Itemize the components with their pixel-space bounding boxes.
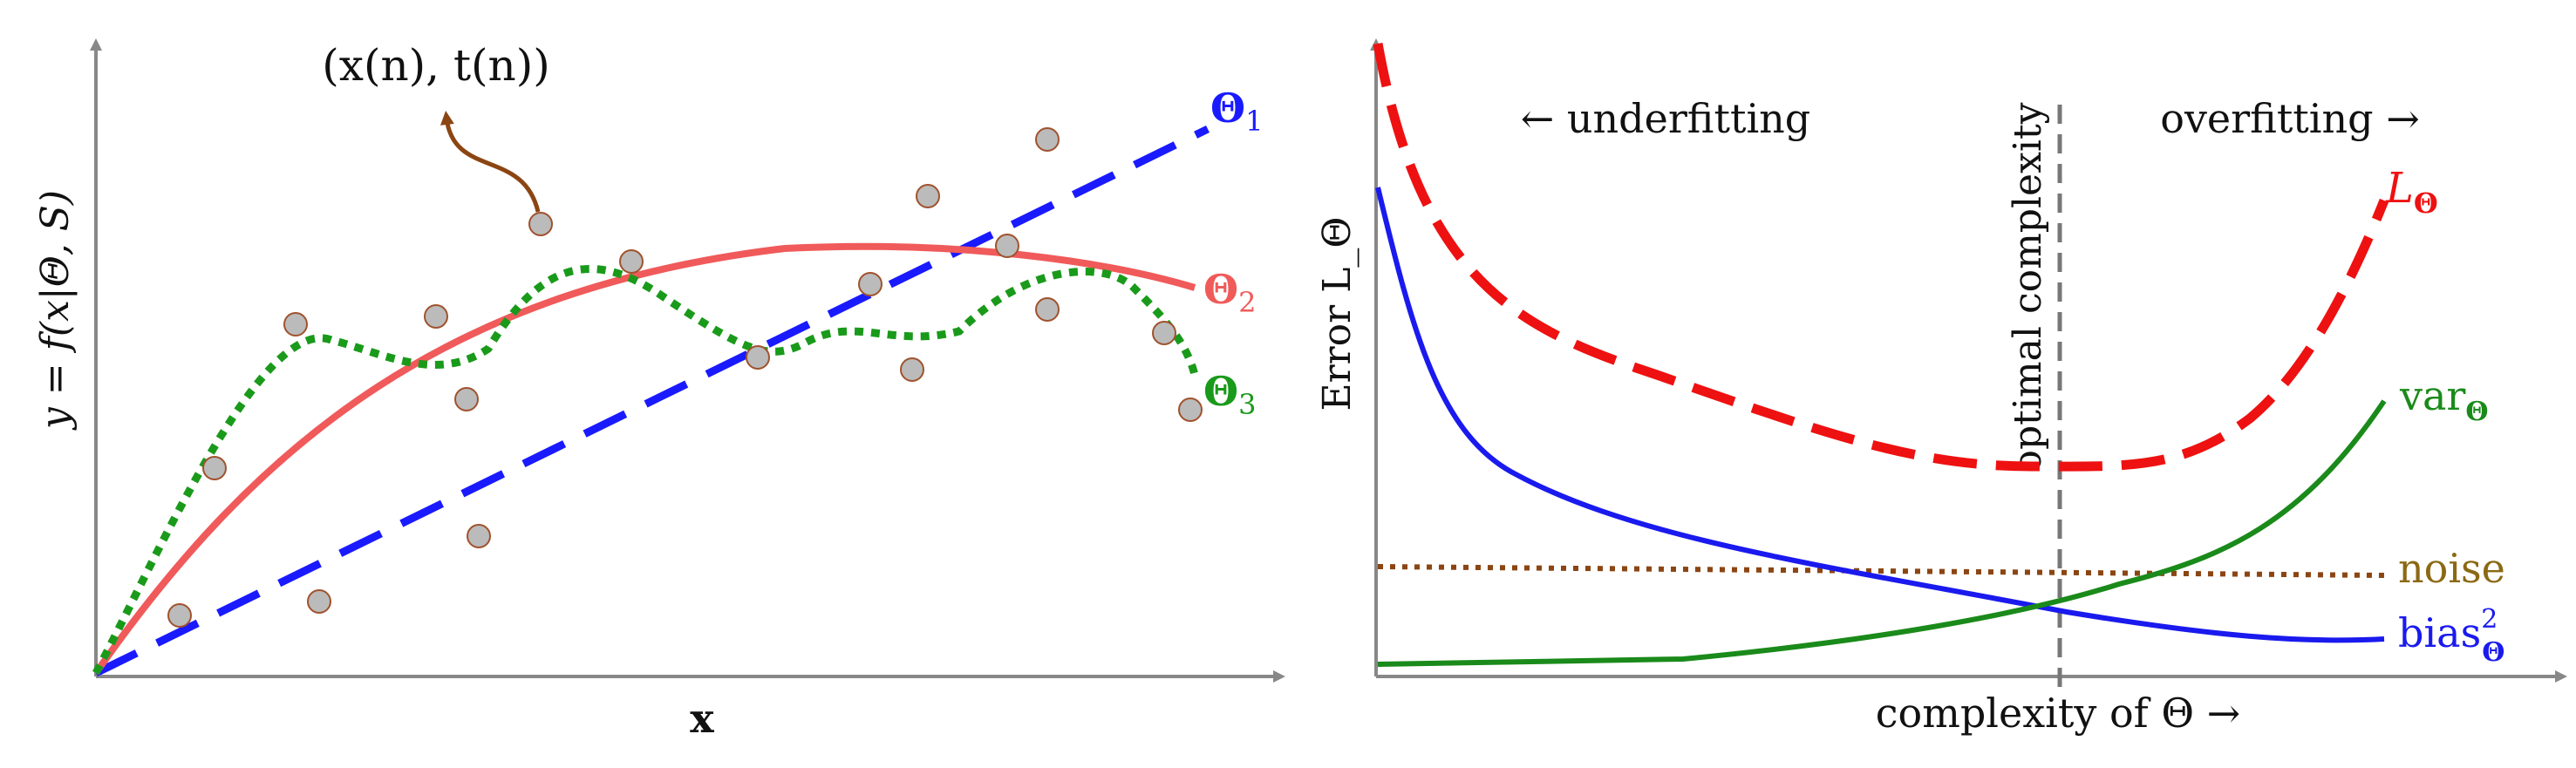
bias-curve xyxy=(1375,187,2385,643)
datapoint-annotation-label: (x(n), t(n)) xyxy=(322,40,550,91)
data-point xyxy=(1035,297,1060,322)
data-point xyxy=(746,345,770,370)
data-point xyxy=(202,456,227,480)
model-theta2-curve xyxy=(92,242,1196,676)
optimal-complexity-label: optimal complexity xyxy=(2006,102,2050,472)
model-label-theta1: Θ1 xyxy=(1210,85,1263,138)
datapoint-annotation-arrow xyxy=(440,111,541,213)
loss-curve xyxy=(1373,43,2389,472)
model-theta3-curve xyxy=(92,265,1199,676)
bias-variance-panel: Error L_Θ complexity of Θ → optimal comp… xyxy=(1308,0,2576,768)
model-theta1-line xyxy=(94,125,1210,677)
data-point xyxy=(424,304,448,329)
data-point xyxy=(900,357,924,382)
data-point xyxy=(995,234,1019,258)
model-label-theta2: Θ2 xyxy=(1203,266,1256,319)
x-axis-label: x xyxy=(690,695,714,742)
data-point xyxy=(467,524,491,548)
data-points xyxy=(167,127,1203,628)
model-fit-plot: y = f(x|Θ, S) x xyxy=(33,38,1285,742)
svg-text:LΘ: LΘ xyxy=(2385,164,2438,220)
data-point xyxy=(454,387,479,411)
svg-text:varΘ: varΘ xyxy=(2399,372,2489,427)
loss-label: LΘ xyxy=(2385,164,2438,220)
svg-text:Θ3: Θ3 xyxy=(1203,368,1256,421)
bias-variance-plot: Error L_Θ complexity of Θ → optimal comp… xyxy=(1315,38,2567,737)
variance-label: varΘ xyxy=(2399,372,2489,427)
model-fit-panel: y = f(x|Θ, S) x xyxy=(33,38,1285,742)
noise-label: noise xyxy=(2398,545,2505,592)
data-point xyxy=(1178,398,1203,422)
data-point xyxy=(916,184,940,208)
y-axis-label: y = f(x|Θ, S) xyxy=(33,190,78,431)
y-axis-label: Error L_Θ xyxy=(1315,217,1360,411)
underfitting-label: ← underfitting xyxy=(1521,95,1811,142)
data-point xyxy=(1035,127,1060,152)
data-point xyxy=(1152,321,1176,345)
svg-text:Θ2: Θ2 xyxy=(1203,266,1256,319)
x-axis-label: complexity of Θ → xyxy=(1876,690,2240,737)
model-label-theta3: Θ3 xyxy=(1203,368,1256,421)
data-point xyxy=(167,603,192,628)
bias-label: bias2 Θ xyxy=(2398,604,2504,668)
noise-curve xyxy=(1377,564,2385,578)
data-point xyxy=(283,312,308,336)
data-point xyxy=(858,272,883,296)
variance-curve xyxy=(1377,399,2387,667)
svg-text:Θ1: Θ1 xyxy=(1210,85,1263,138)
data-point xyxy=(619,249,644,274)
data-point xyxy=(307,589,331,614)
overfitting-label: overfitting → xyxy=(2160,95,2420,142)
data-point xyxy=(528,212,553,236)
